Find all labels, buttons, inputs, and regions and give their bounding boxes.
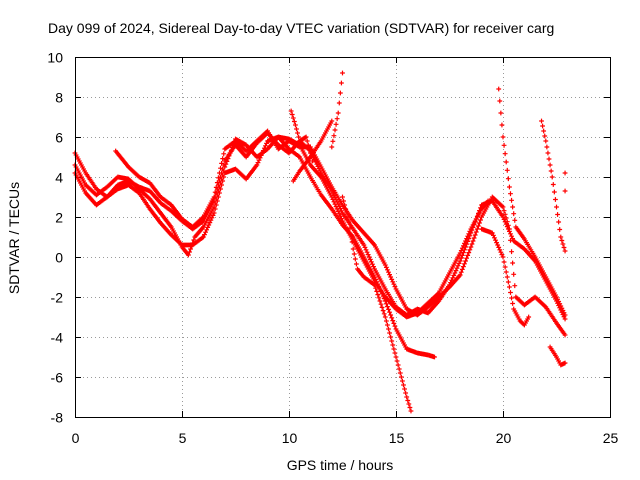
data-point-markers [562, 170, 568, 194]
series-track-6 [329, 70, 345, 150]
series-track-4 [113, 128, 568, 338]
chart-title: Day 099 of 2024, Sidereal Day-to-day VTE… [48, 20, 554, 36]
data-point-markers [496, 86, 568, 318]
data-point-markers [329, 70, 345, 150]
series-group [72, 70, 568, 414]
series-track-10 [539, 118, 568, 254]
grid [75, 57, 610, 417]
interpolated-markers [289, 112, 314, 160]
interpolated-markers [291, 120, 334, 182]
interpolated-markers [540, 123, 567, 250]
x-tick-label: 20 [496, 430, 512, 446]
y-tick-label: -6 [51, 370, 64, 386]
series-track-8 [496, 86, 568, 318]
interpolated-markers [330, 80, 344, 144]
y-tick-label: 2 [55, 210, 63, 226]
series-track-2 [72, 134, 491, 320]
y-tick-label: -2 [51, 290, 64, 306]
ticks [75, 57, 611, 418]
data-point-markers [340, 194, 414, 414]
x-tick-label: 5 [179, 430, 187, 446]
y-tick-label: 6 [55, 130, 63, 146]
x-tick-label: 10 [282, 430, 298, 446]
y-tick-label: -4 [51, 330, 64, 346]
x-tick-label: 15 [389, 430, 405, 446]
y-tick-label: 0 [55, 250, 63, 266]
plot-frame [75, 57, 611, 418]
series-track-5 [290, 118, 335, 184]
y-tick-label: 10 [47, 50, 63, 66]
tick-labels: 0 5 10 15 20 25 -8 -6 -4 -2 0 2 4 6 8 10 [47, 50, 618, 447]
interpolated-markers [73, 131, 567, 320]
data-point-markers [288, 108, 315, 164]
data-point-markers [72, 130, 568, 322]
series-track-9 [479, 226, 532, 328]
series-track-13 [288, 108, 315, 164]
series-track-11 [562, 170, 568, 194]
y-axis-label: SDTVAR / TECUs [6, 182, 22, 294]
interpolated-markers [497, 98, 567, 316]
interpolated-markers [548, 346, 567, 367]
data-point-markers [113, 128, 568, 338]
interpolated-markers [341, 198, 413, 410]
interpolated-markers [114, 129, 567, 336]
y-tick-label: 4 [55, 170, 63, 186]
x-tick-label: 0 [72, 430, 80, 446]
y-tick-label: 8 [55, 90, 63, 106]
interpolated-markers [480, 227, 531, 327]
x-axis-label: GPS time / hours [287, 457, 394, 473]
series-track-7 [340, 194, 414, 414]
series-track-1 [72, 130, 568, 322]
y-tick-label: -8 [51, 410, 64, 426]
interpolated-markers [73, 134, 490, 319]
x-tick-label: 25 [603, 430, 619, 446]
data-point-markers [539, 118, 568, 254]
data-point-markers [72, 134, 491, 320]
series-track-12 [547, 344, 568, 368]
